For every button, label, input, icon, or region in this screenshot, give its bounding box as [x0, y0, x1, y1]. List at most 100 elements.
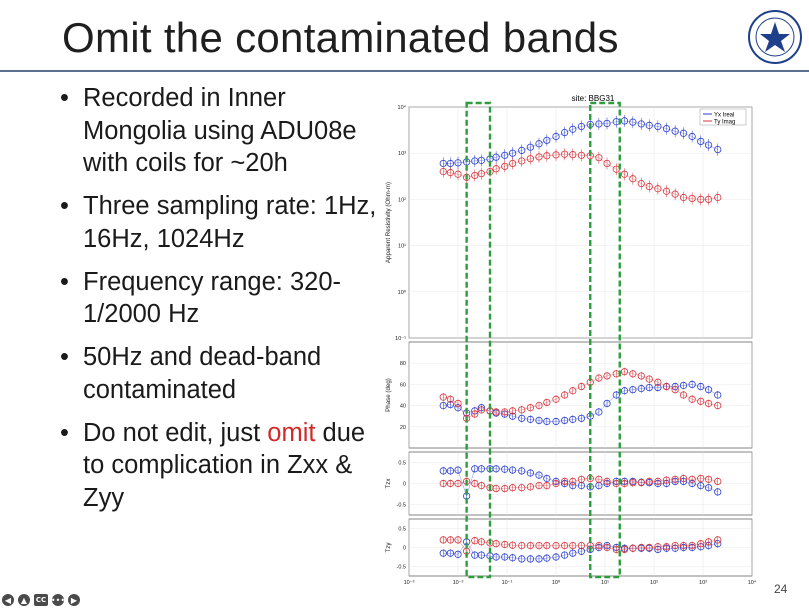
data-point: [543, 417, 551, 426]
data-point: [508, 484, 517, 492]
data-point: [629, 118, 637, 126]
data-point: [552, 479, 560, 488]
data-point: [501, 553, 509, 561]
data-point: [501, 465, 509, 473]
omitted-band-box: [465, 101, 492, 579]
data-series: [439, 535, 722, 556]
data-point: [645, 182, 653, 191]
data-point: [704, 475, 713, 483]
figure-title: site: BBG31: [572, 94, 615, 103]
data-point: [477, 465, 485, 473]
data-point: [552, 541, 560, 550]
plot-panel: 0.5 0 -0.5 Tzx: [385, 451, 753, 516]
data-point: [679, 193, 688, 202]
data-point: [637, 120, 645, 128]
data-point: [637, 385, 645, 393]
series-line: [443, 120, 718, 164]
data-point: [671, 127, 679, 135]
data-point: [454, 399, 462, 408]
more-icon[interactable]: •••: [50, 594, 66, 606]
plot-panel: 10⁴ 10³ 10² 10¹ 10⁰ 10⁻¹ Apparent Resistivity …: [385, 104, 753, 342]
y-axis-label: Tzy: [385, 542, 392, 553]
data-point: [620, 545, 629, 553]
data-point: [714, 401, 722, 410]
data-point: [629, 370, 637, 378]
data-point: [595, 120, 603, 128]
data-point: [518, 414, 526, 422]
data-point: [477, 481, 485, 490]
x-tick-label: 10¹: [601, 580, 609, 586]
data-point: [518, 541, 526, 550]
data-point: [535, 416, 543, 425]
data-point: [526, 483, 534, 491]
y-tick-label: 0.5: [398, 527, 406, 533]
data-point: [439, 401, 447, 410]
bullet-dot-icon: •: [60, 343, 69, 371]
data-point: [543, 152, 551, 160]
figure-svg: site: BBG31 10⁴ 10³ 10² 10¹ 10⁰ 10⁻¹ Apparent …: [385, 94, 757, 586]
data-point: [446, 536, 455, 544]
y-axis-label: Apparent Resistivity (Ohm-m): [385, 182, 392, 263]
bullet-item: • Do not edit, just omit due to complicat…: [58, 417, 378, 515]
data-point: [535, 541, 543, 550]
data-point: [561, 551, 569, 559]
bullet-text: Three sampling rate: 1Hz, 16Hz, 1024Hz: [83, 192, 377, 253]
data-point: [577, 475, 586, 483]
data-point: [645, 477, 653, 485]
data-point: [454, 466, 462, 474]
y-axis-label: Tzx: [385, 478, 392, 489]
data-point: [492, 153, 500, 161]
data-point: [697, 474, 705, 483]
data-point: [454, 536, 462, 544]
legend-label: Ty Imag: [714, 120, 735, 126]
data-point: [704, 484, 713, 492]
slide-title: Omit the contaminated bands: [62, 14, 619, 61]
data-point: [454, 170, 462, 178]
data-point: [697, 540, 705, 548]
data-point: [508, 554, 517, 562]
data-point: [446, 479, 455, 488]
data-point: [612, 391, 620, 399]
data-point: [526, 415, 534, 423]
data-point: [688, 395, 696, 403]
data-point: [569, 387, 577, 395]
data-point: [704, 386, 713, 394]
legend: Yx Ireal Ty Imag: [699, 108, 747, 126]
back-icon[interactable]: ◀: [2, 594, 14, 606]
data-point: [454, 159, 462, 167]
bullet-text: Do not edit, just: [83, 418, 268, 447]
data-point: [603, 372, 611, 380]
x-tick-label: 10³: [699, 580, 707, 586]
data-series: [439, 148, 722, 206]
omitted-band-box: [589, 101, 621, 579]
data-point: [543, 541, 551, 550]
data-point: [501, 151, 509, 159]
data-point: [526, 555, 534, 563]
data-point: [535, 481, 543, 490]
captions-button[interactable]: CC: [34, 594, 48, 606]
data-point: [714, 488, 722, 496]
data-point: [714, 477, 722, 485]
forward-icon[interactable]: ▶: [68, 594, 80, 606]
data-point: [518, 146, 526, 154]
data-point: [561, 541, 569, 550]
series-line: [443, 478, 718, 489]
data-point: [620, 170, 629, 178]
data-point: [526, 541, 534, 550]
data-point: [508, 159, 517, 168]
series-line: [443, 371, 718, 419]
bullet-dot-icon: •: [60, 84, 69, 112]
data-point: [595, 408, 603, 416]
plot-panel: 80 60 40 20 Phase (deg): [385, 341, 753, 449]
data-point: [662, 476, 671, 484]
x-tick-label: 10⁻¹: [502, 580, 513, 586]
data-point: [439, 536, 447, 544]
title-divider: [0, 70, 809, 72]
pointer-icon[interactable]: ▲: [18, 594, 30, 606]
data-point: [645, 543, 653, 552]
data-point: [492, 553, 500, 561]
data-point: [704, 538, 713, 546]
data-point: [518, 157, 526, 165]
data-point: [526, 404, 534, 412]
